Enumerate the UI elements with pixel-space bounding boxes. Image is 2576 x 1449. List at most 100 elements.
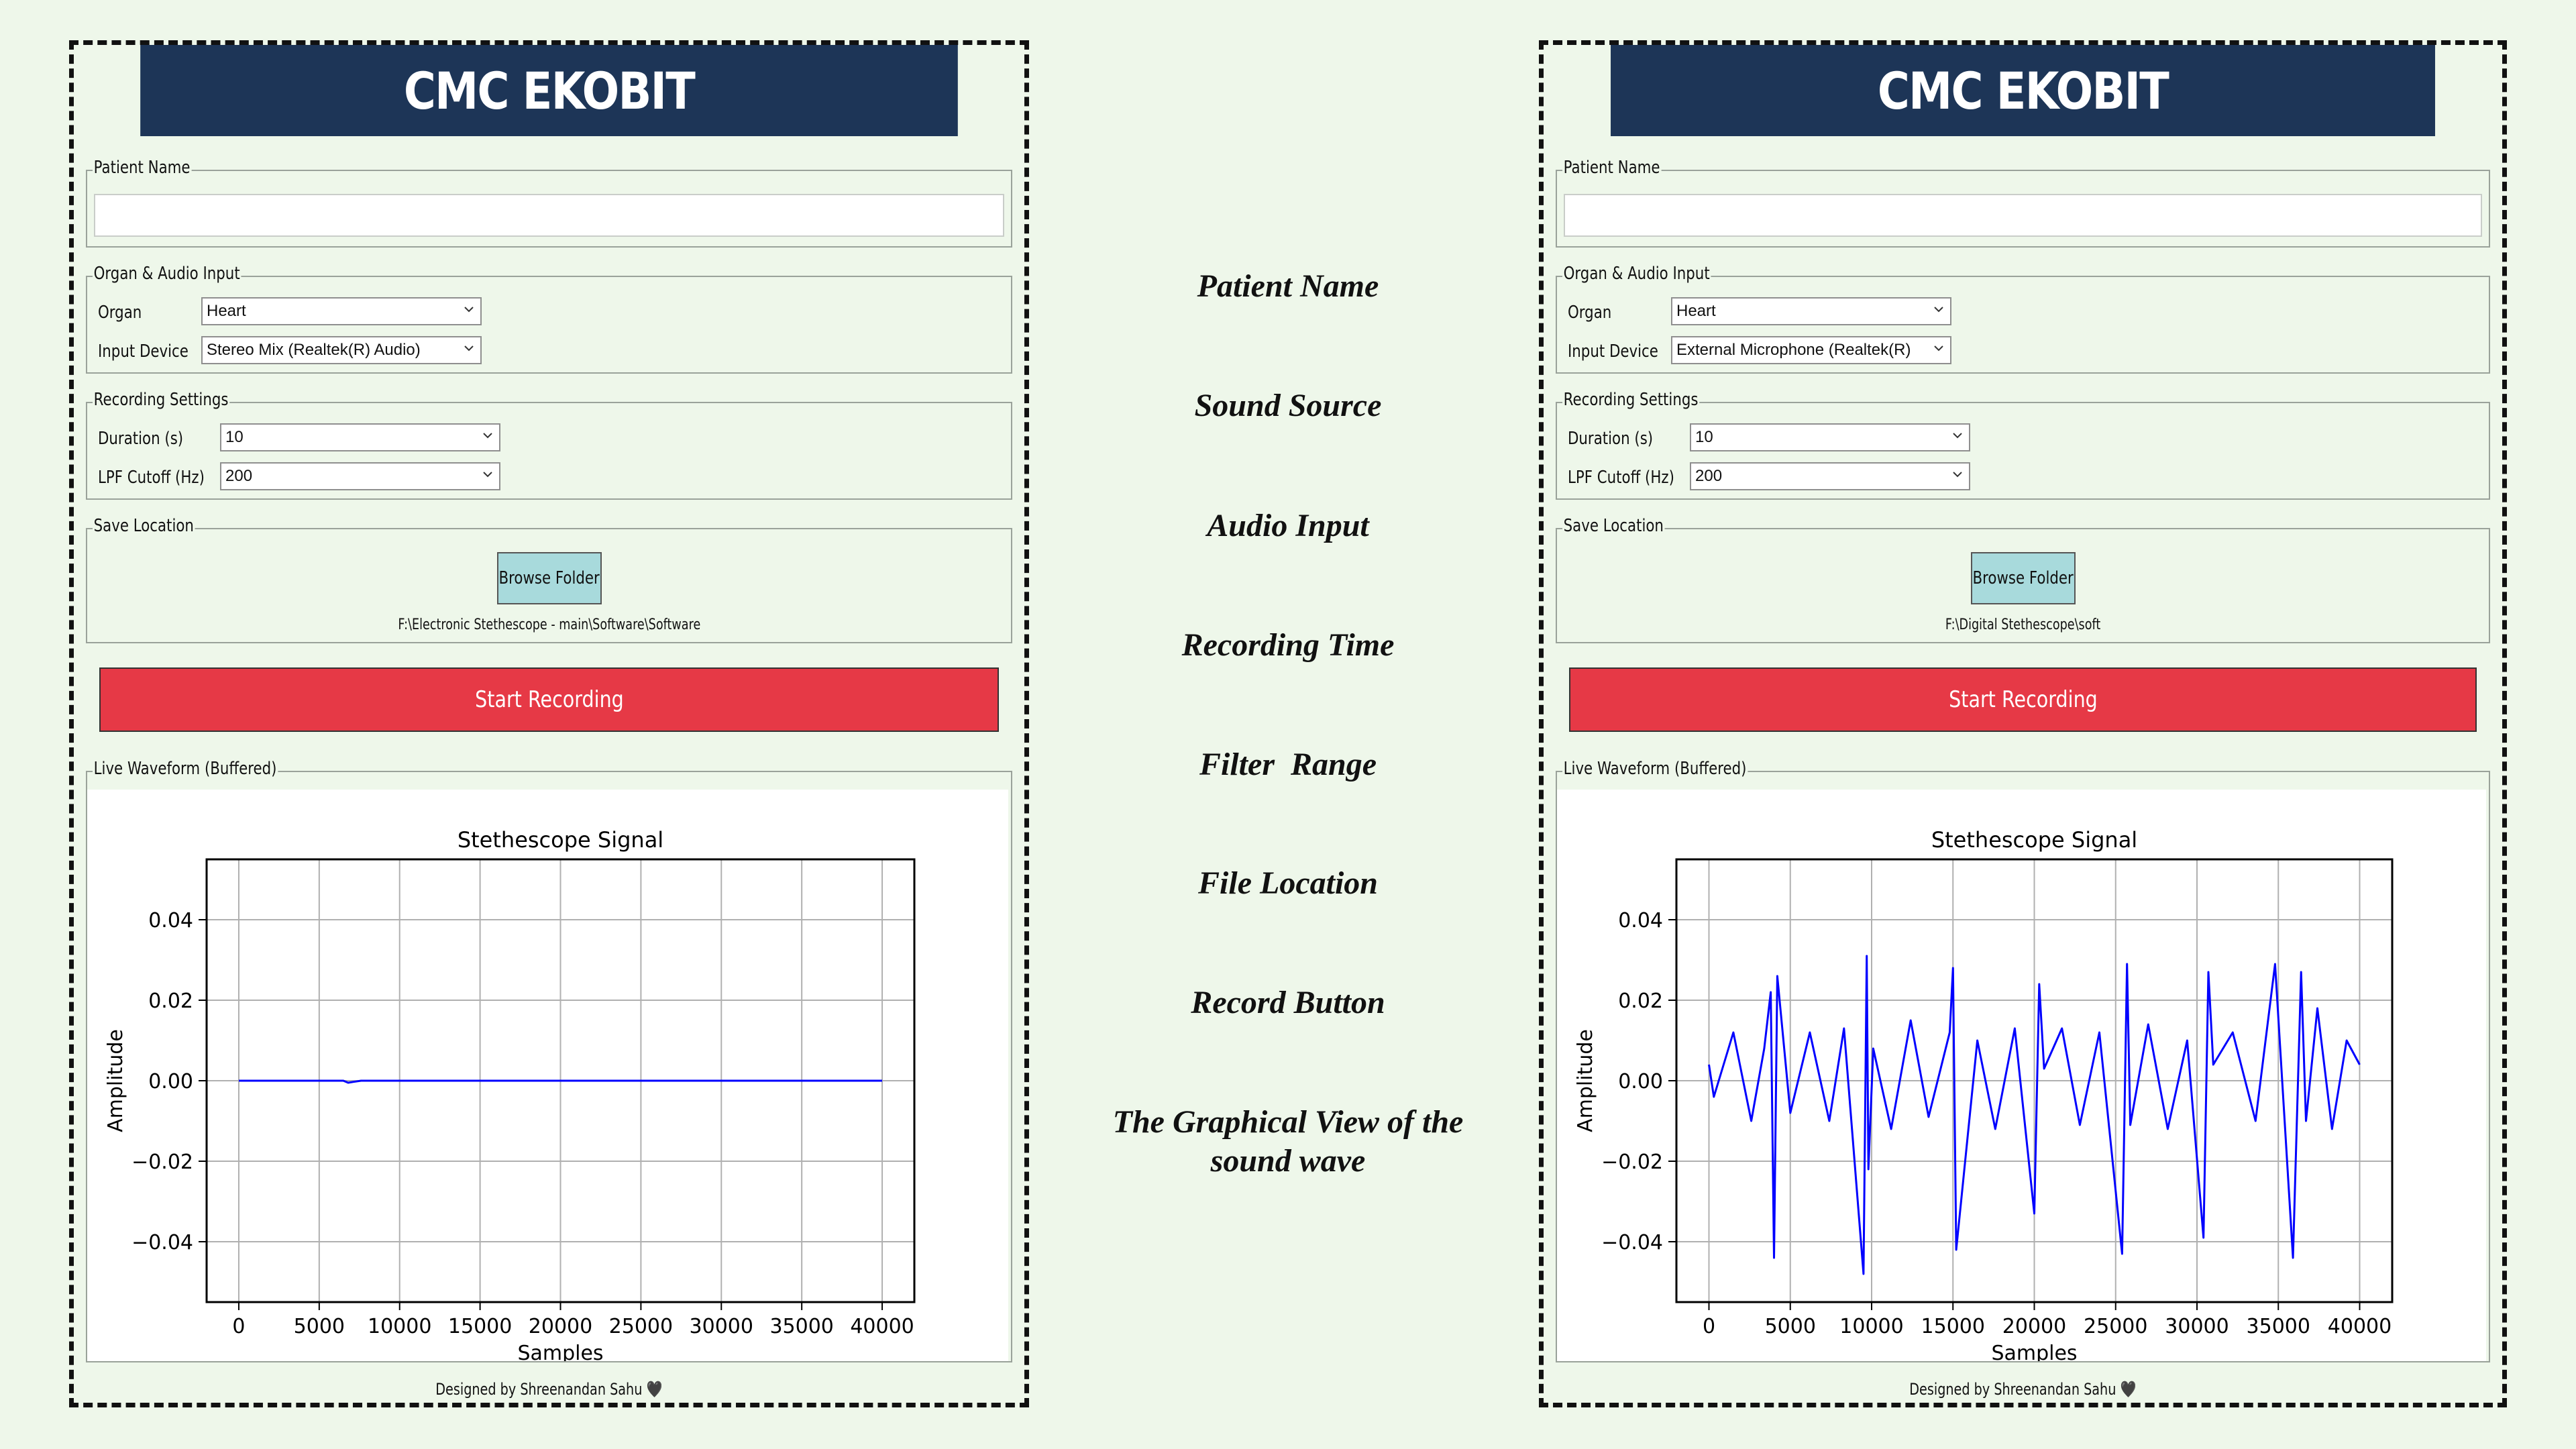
start-recording-label: Start Recording	[474, 686, 624, 713]
organ-audio-legend: Organ & Audio Input	[1562, 264, 1711, 284]
patient-name-group: Patient Name	[86, 158, 1012, 248]
browse-folder-button[interactable]: Browse Folder	[1970, 552, 2076, 604]
x-axis-label: Samples	[1991, 1342, 2077, 1361]
x-tick-label: 30000	[690, 1315, 753, 1338]
organ-label: Organ	[98, 303, 142, 323]
chevron-down-icon	[1934, 345, 1943, 352]
y-axis-label: Amplitude	[104, 1029, 127, 1132]
input-device-select[interactable]: Stereo Mix (Realtek(R) Audio)	[201, 336, 482, 364]
recording-settings-group: Recording Settings Duration (s) 10 LPF C…	[86, 390, 1012, 500]
organ-select-value: Heart	[207, 302, 246, 320]
duration-select-value: 10	[225, 428, 244, 446]
chevron-down-icon	[483, 472, 492, 478]
y-tick-label: −0.02	[1601, 1150, 1663, 1174]
chevron-down-icon	[464, 307, 474, 313]
lpf-cutoff-label: LPF Cutoff (Hz)	[1568, 468, 1674, 488]
input-device-select[interactable]: External Microphone (Realtek(R)	[1671, 336, 1951, 364]
patient-name-input[interactable]	[94, 194, 1004, 237]
annotation-file-location: File Location	[1198, 865, 1378, 901]
x-tick-label: 25000	[609, 1315, 673, 1338]
save-path-text: F:\Digital Stethescope\soft	[1945, 616, 2101, 633]
app-title: CMC EKOBIT	[1611, 45, 2435, 136]
start-recording-button[interactable]: Start Recording	[99, 667, 999, 732]
annotation-graphical-view: The Graphical View of the sound wave	[1112, 1104, 1464, 1179]
chevron-down-icon	[464, 345, 474, 352]
waveform-legend: Live Waveform (Buffered)	[93, 759, 278, 779]
y-tick-label: 0.02	[148, 989, 193, 1013]
organ-audio-group: Organ & Audio Input Organ Heart Input De…	[86, 264, 1012, 374]
patient-name-input[interactable]	[1564, 194, 2482, 237]
save-location-legend: Save Location	[93, 516, 195, 536]
x-tick-label: 15000	[448, 1315, 512, 1338]
y-tick-label: 0.04	[1618, 909, 1663, 932]
signal-series-line	[1708, 955, 2361, 1275]
x-tick-label: 10000	[368, 1315, 431, 1338]
x-tick-label: 10000	[1839, 1315, 1903, 1338]
designer-credit: Designed by Shreenandan Sahu 🖤	[74, 1380, 1024, 1399]
app-title: CMC EKOBIT	[140, 45, 958, 136]
lpf-cutoff-select[interactable]: 200	[1690, 462, 1970, 490]
recording-settings-group: Recording Settings Duration (s) 10 LPF C…	[1556, 390, 2490, 500]
start-recording-label: Start Recording	[1948, 686, 2098, 713]
organ-label: Organ	[1568, 303, 1612, 323]
x-tick-label: 0	[232, 1315, 245, 1338]
designer-credit-text: Designed by Shreenandan Sahu 🖤	[1909, 1380, 2137, 1399]
chart-title: Stethescope Signal	[458, 827, 663, 853]
waveform-group: Live Waveform (Buffered) 0 5000 10000 15000…	[86, 759, 1012, 1362]
lpf-cutoff-select[interactable]: 200	[220, 462, 500, 490]
waveform-legend: Live Waveform (Buffered)	[1562, 759, 1748, 779]
y-axis-label: Amplitude	[1574, 1029, 1597, 1132]
designer-credit: Designed by Shreenandan Sahu 🖤	[1544, 1380, 2502, 1399]
input-device-label: Input Device	[98, 341, 189, 362]
organ-select[interactable]: Heart	[201, 297, 482, 325]
browse-folder-label: Browse Folder	[1972, 568, 2074, 588]
start-recording-button[interactable]: Start Recording	[1569, 667, 2477, 732]
x-tick-label: 20000	[2002, 1315, 2066, 1338]
app-window-right: CMC EKOBIT Patient Name Organ & Audio In…	[1539, 40, 2507, 1407]
y-tick-label: −0.04	[131, 1231, 193, 1254]
duration-select[interactable]: 10	[220, 423, 500, 451]
y-tick-label: −0.02	[131, 1150, 193, 1174]
recording-settings-legend: Recording Settings	[93, 390, 230, 410]
designer-credit-text: Designed by Shreenandan Sahu 🖤	[435, 1380, 663, 1399]
chevron-down-icon	[1953, 433, 1962, 439]
organ-select-value: Heart	[1676, 302, 1716, 320]
save-location-group: Save Location Browse Folder F:\Electroni…	[86, 516, 1012, 643]
organ-audio-group: Organ & Audio Input Organ Heart Input De…	[1556, 264, 2490, 374]
x-tick-label: 25000	[2084, 1315, 2147, 1338]
y-tick-label: −0.04	[1601, 1231, 1663, 1254]
annotation-patient-name: Patient Name	[1197, 268, 1379, 304]
x-tick-label: 40000	[2328, 1315, 2392, 1338]
organ-select[interactable]: Heart	[1671, 297, 1951, 325]
save-path: F:\Electronic Stethescope - main\Softwar…	[87, 616, 1011, 633]
browse-folder-label: Browse Folder	[498, 568, 600, 588]
duration-select[interactable]: 10	[1690, 423, 1970, 451]
waveform-chart: 0 5000 10000 15000 20000 25000 30000 35000 40000…	[87, 790, 1008, 1361]
y-tick-label: 0.00	[1618, 1070, 1663, 1093]
chevron-down-icon	[1953, 472, 1962, 478]
annotation-recording-time: Recording Time	[1181, 627, 1395, 663]
x-tick-label: 40000	[850, 1315, 914, 1338]
save-location-group: Save Location Browse Folder F:\Digital S…	[1556, 516, 2490, 643]
annotation-filter-range: Filter Range	[1199, 747, 1377, 782]
duration-label: Duration (s)	[98, 429, 184, 449]
save-path: F:\Digital Stethescope\soft	[1557, 616, 2489, 633]
duration-select-value: 10	[1695, 428, 1713, 446]
patient-name-group: Patient Name	[1556, 158, 2490, 248]
save-path-text: F:\Electronic Stethescope - main\Softwar…	[398, 616, 700, 633]
signal-series-line	[239, 1079, 882, 1084]
x-axis-label: Samples	[517, 1342, 603, 1361]
annotation-sound-source: Sound Source	[1194, 388, 1382, 423]
input-device-select-value: Stereo Mix (Realtek(R) Audio)	[207, 341, 421, 359]
x-tick-label: 35000	[769, 1315, 833, 1338]
save-location-legend: Save Location	[1562, 516, 1665, 536]
input-device-label: Input Device	[1568, 341, 1658, 362]
waveform-chart: 0 5000 10000 15000 20000 25000 30000 35000 40000…	[1557, 790, 2486, 1361]
y-tick-label: 0.04	[148, 909, 193, 932]
chevron-down-icon	[483, 433, 492, 439]
duration-label: Duration (s)	[1568, 429, 1654, 449]
annotation-record-button: Record Button	[1191, 985, 1385, 1020]
browse-folder-button[interactable]: Browse Folder	[496, 552, 602, 604]
lpf-cutoff-select-value: 200	[225, 467, 253, 485]
y-tick-label: 0.02	[1618, 989, 1663, 1013]
